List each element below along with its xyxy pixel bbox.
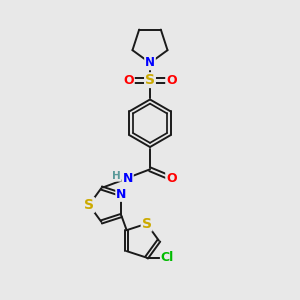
Text: Cl: Cl	[161, 251, 174, 264]
Text: S: S	[142, 217, 152, 231]
Text: O: O	[166, 74, 177, 87]
Text: N: N	[122, 172, 133, 185]
Text: O: O	[123, 74, 134, 87]
Text: S: S	[84, 198, 94, 212]
Text: S: S	[145, 73, 155, 87]
Text: O: O	[166, 172, 177, 185]
Text: N: N	[145, 56, 155, 69]
Text: N: N	[116, 188, 127, 201]
Text: H: H	[112, 171, 121, 181]
